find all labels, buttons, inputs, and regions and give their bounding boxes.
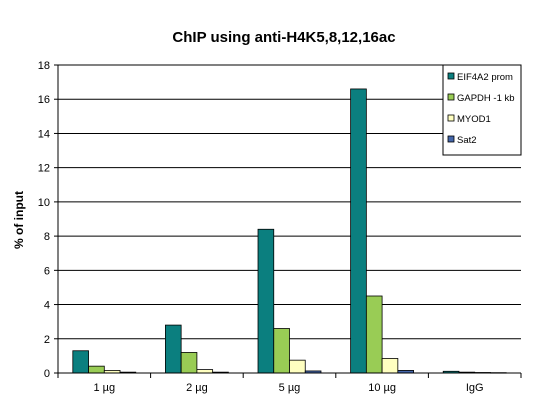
x-tick-label: 5 µg: [279, 382, 301, 394]
y-tick-label: 2: [44, 334, 50, 346]
y-axis-label: % of input: [12, 191, 26, 249]
bar-eif4a2-prom-2: [257, 228, 275, 374]
y-tick-label: 12: [38, 163, 50, 175]
y-tick-label: 18: [38, 60, 50, 72]
bar-myod1-3: [381, 358, 399, 374]
y-tick-label: 4: [44, 300, 50, 312]
legend-label: MYOD1: [457, 114, 491, 125]
bar-gapdh-1-kb-2: [273, 328, 290, 374]
x-axis-ticks: 1 µg 2 µg 5 µg 10 µg IgG: [57, 373, 522, 394]
legend-box: [442, 64, 522, 156]
y-tick-label: 16: [38, 94, 50, 106]
y-tick-label: 10: [38, 197, 50, 209]
x-tick-label: 1 µg: [93, 382, 115, 394]
y-tick-label: 0: [44, 368, 50, 380]
legend-swatch: [447, 93, 455, 101]
bar-gapdh-1-kb-0: [88, 365, 105, 374]
x-tick-label: 10 µg: [368, 382, 396, 394]
y-tick-label: 6: [44, 265, 50, 277]
bar-gapdh-1-kb-1: [180, 352, 198, 374]
legend-label: Sat2: [457, 135, 477, 146]
legend-swatch: [447, 135, 455, 143]
bar-eif4a2-prom-3: [350, 88, 367, 374]
bar-gapdh-1-kb-3: [365, 295, 383, 374]
y-axis-ticks: 0 2 4 6 8 10 12 14 16 18: [38, 60, 58, 380]
x-tick-label: 2 µg: [186, 382, 208, 394]
chart-title: ChIP using anti-H4K5,8,12,16ac: [172, 29, 395, 46]
legend: EIF4A2 prom GAPDH -1 kb MYOD1 Sat2: [442, 64, 522, 156]
y-tick-label: 8: [44, 231, 50, 243]
bar-myod1-2: [289, 359, 306, 374]
legend-swatch: [447, 114, 455, 122]
x-tick-label: IgG: [466, 382, 484, 394]
legend-label: EIF4A2 prom: [457, 72, 513, 83]
bar-eif4a2-prom-1: [165, 324, 182, 374]
axes: [57, 65, 521, 374]
bar-myod1-1: [196, 369, 214, 374]
y-tick-label: 14: [38, 128, 50, 140]
legend-label: GAPDH -1 kb: [457, 93, 515, 104]
gridlines: [58, 64, 521, 340]
legend-swatch: [447, 72, 455, 80]
bars: [72, 88, 507, 374]
bar-eif4a2-prom-0: [72, 350, 89, 374]
